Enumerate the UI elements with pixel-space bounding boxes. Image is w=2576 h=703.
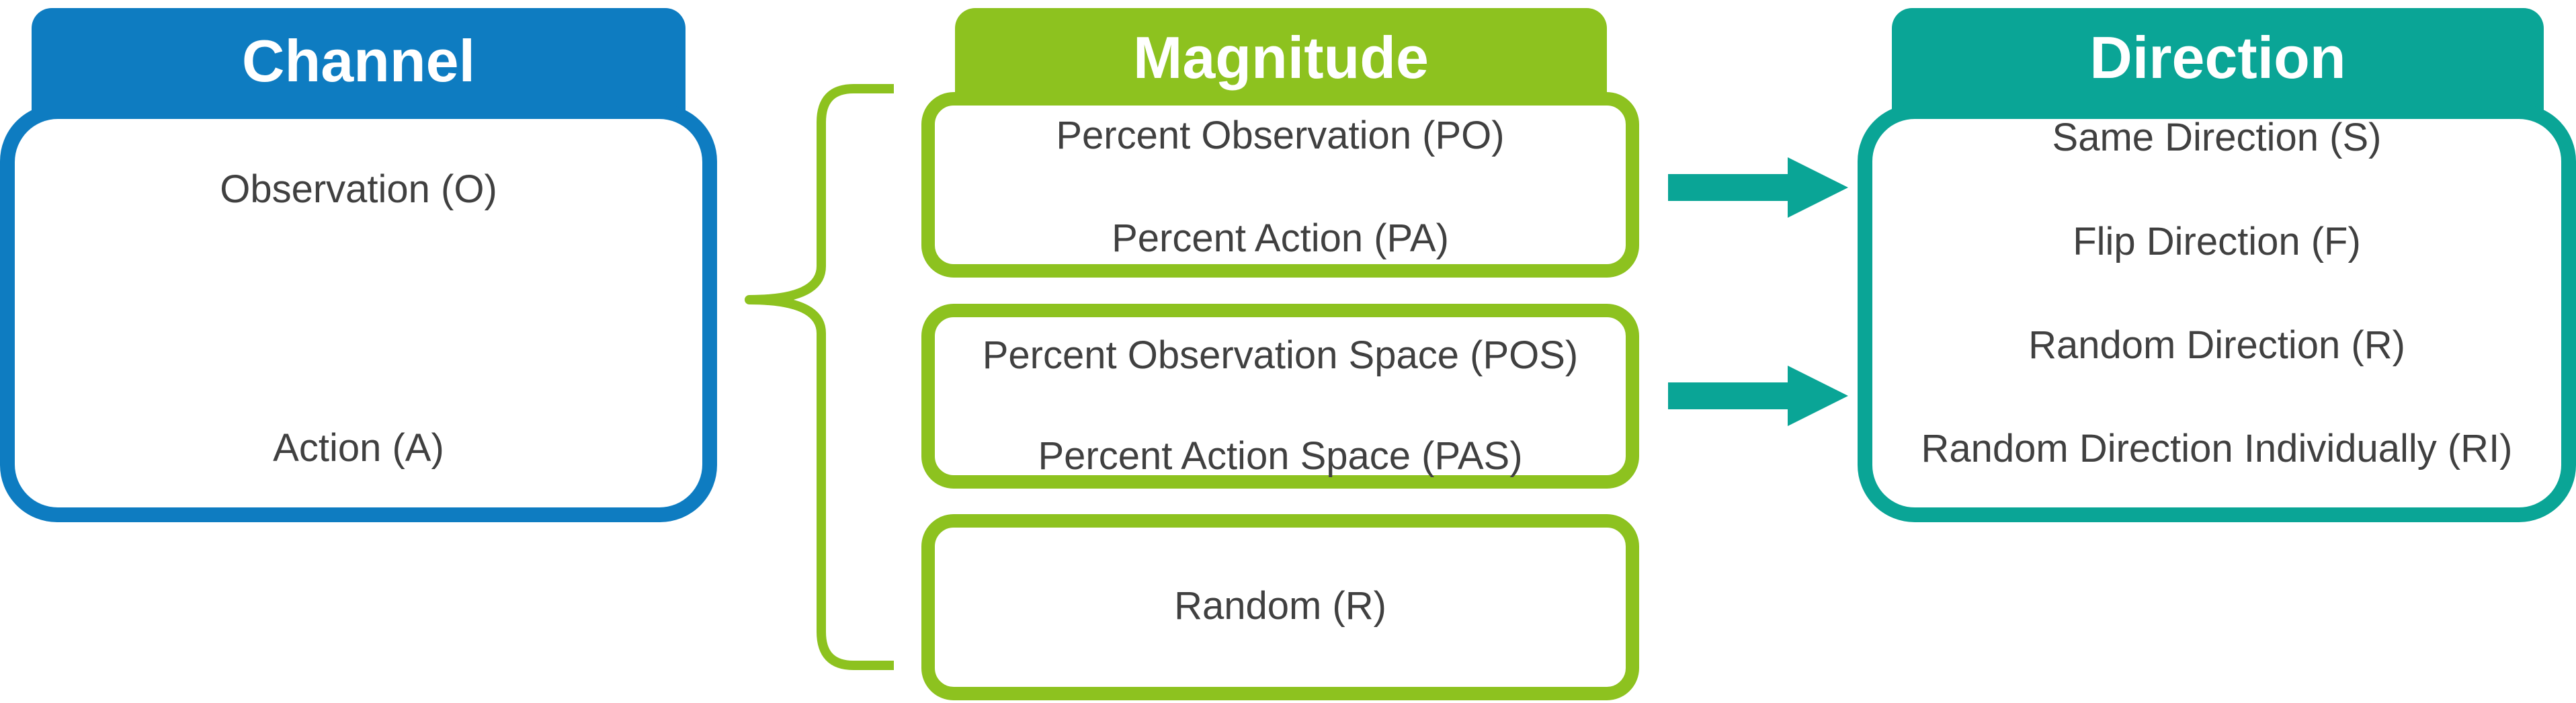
brace-shape	[745, 84, 894, 670]
direction-header: Direction	[1892, 8, 2544, 116]
channel-header: Channel	[32, 8, 685, 122]
direction-item-same: Same Direction (S)	[2052, 116, 2382, 159]
channel-item-observation: Observation (O)	[220, 167, 497, 211]
arrow-icon	[1668, 366, 1848, 426]
channel-title: Channel	[241, 28, 476, 94]
magnitude-item-pos: Percent Observation Space (POS)	[982, 333, 1579, 377]
arrow-icon	[1668, 157, 1848, 218]
channel-panel	[0, 104, 717, 522]
direction-panel	[1858, 104, 2576, 522]
channel-item-action: Action (A)	[273, 426, 444, 470]
direction-item-flip: Flip Direction (F)	[2073, 220, 2361, 263]
direction-item-random-individually: Random Direction Individually (RI)	[1921, 427, 2513, 470]
magnitude-group-random	[921, 514, 1639, 700]
channel-panel-body	[15, 119, 702, 507]
magnitude-group-percent-space	[921, 304, 1639, 489]
magnitude-title: Magnitude	[1133, 24, 1429, 91]
magnitude-item-random: Random (R)	[1174, 584, 1386, 628]
magnitude-item-pas: Percent Action Space (PAS)	[1038, 434, 1523, 478]
magnitude-group-percent	[921, 92, 1639, 278]
direction-item-random: Random Direction (R)	[2028, 323, 2405, 367]
magnitude-item-po: Percent Observation (PO)	[1056, 114, 1505, 157]
magnitude-item-pa: Percent Action (PA)	[1112, 216, 1449, 260]
direction-title: Direction	[2089, 24, 2346, 91]
